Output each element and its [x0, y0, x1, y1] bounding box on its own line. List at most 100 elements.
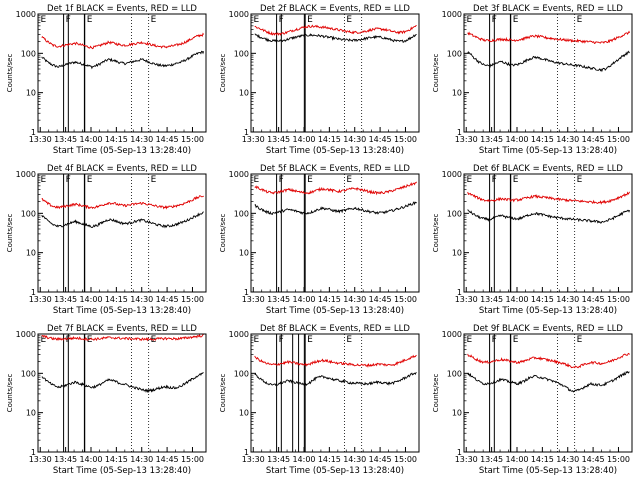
y-tick-label: 100	[447, 209, 462, 218]
x-tick-label: 14:00	[79, 455, 102, 464]
chart-title: Det 1f BLACK = Events, RED = LLD	[47, 4, 197, 14]
marker-letter: E	[151, 15, 157, 25]
lld-series-line	[254, 24, 417, 36]
marker-letter: F	[492, 15, 497, 25]
x-tick-label: 15:00	[181, 295, 204, 304]
marker-letter: F	[492, 335, 497, 345]
x-tick-label: 14:45	[582, 455, 605, 464]
x-tick-label: 14:30	[343, 455, 366, 464]
y-tick-label: 100	[21, 369, 36, 378]
x-tick-label: 13:30	[242, 455, 265, 464]
lld-series-line	[467, 191, 631, 205]
x-axis-label: Start Time (05-Sep-13 13:28:40)	[53, 146, 191, 156]
y-tick-label: 100	[234, 369, 249, 378]
marker-letter: F	[66, 175, 71, 185]
y-tick-label: 10	[239, 89, 249, 98]
events-series-line	[467, 209, 631, 224]
x-tick-label: 13:30	[242, 295, 265, 304]
x-tick-label: 15:00	[394, 135, 417, 144]
y-tick-label: 10	[26, 89, 36, 98]
y-axis-label: Counts/sec	[219, 54, 227, 93]
marker-letter: F	[492, 175, 497, 185]
plot-frame	[37, 173, 207, 293]
x-tick-label: 14:45	[156, 455, 179, 464]
marker-letter: E	[41, 175, 47, 185]
x-tick-label: 14:15	[531, 455, 554, 464]
x-tick-label: 14:45	[156, 295, 179, 304]
events-series-line	[41, 372, 204, 394]
marker-letter: E	[87, 175, 93, 185]
marker-letter: E	[513, 175, 519, 185]
plot-frame	[250, 13, 420, 133]
plot-frame	[37, 333, 207, 453]
lld-series-line	[41, 195, 204, 210]
marker-letter: E	[513, 15, 519, 25]
x-tick-label: 14:15	[105, 455, 128, 464]
chart-title: Det 6f BLACK = Events, RED = LLD	[473, 164, 623, 174]
marker-letter: E	[577, 15, 583, 25]
y-axis-label: Counts/sec	[219, 214, 227, 253]
detector-panel: Det 6f BLACK = Events, RED = LLD E F E E 1 10 1…	[426, 160, 639, 320]
y-tick-label: 1000	[16, 170, 36, 179]
marker-letter: E	[577, 335, 583, 345]
chart-title: Det 3f BLACK = Events, RED = LLD	[473, 4, 623, 14]
marker-letter: E	[577, 175, 583, 185]
x-tick-label: 14:30	[130, 135, 153, 144]
marker-letter: F	[279, 175, 284, 185]
marker-letter: F	[66, 335, 71, 345]
marker-letter: E	[467, 175, 473, 185]
x-tick-label: 15:00	[181, 455, 204, 464]
marker-letter: E	[87, 335, 93, 345]
y-tick-label: 1000	[442, 330, 462, 339]
marker-letter: E	[87, 15, 93, 25]
events-series-line	[254, 33, 417, 44]
plot-frame	[463, 333, 633, 453]
plot-frame	[250, 333, 420, 453]
x-tick-label: 13:45	[267, 295, 290, 304]
x-axis-label: Start Time (05-Sep-13 13:28:40)	[479, 146, 617, 156]
lld-series-line	[254, 354, 417, 368]
y-axis-label: Counts/sec	[6, 54, 14, 93]
x-axis-label: Start Time (05-Sep-13 13:28:40)	[479, 306, 617, 316]
marker-letter: E	[346, 175, 352, 185]
x-tick-label: 14:00	[292, 455, 315, 464]
x-tick-label: 14:30	[130, 295, 153, 304]
lld-series-line	[254, 181, 417, 196]
chart-title: Det 4f BLACK = Events, RED = LLD	[47, 164, 197, 174]
x-tick-label: 14:30	[343, 135, 366, 144]
detector-panel: Det 4f BLACK = Events, RED = LLD E F E E 1 10 1…	[0, 160, 213, 320]
x-tick-label: 14:30	[556, 455, 579, 464]
y-tick-label: 1000	[442, 10, 462, 19]
y-axis-label: Counts/sec	[6, 214, 14, 253]
x-tick-label: 15:00	[607, 295, 630, 304]
x-tick-label: 15:00	[607, 135, 630, 144]
y-tick-label: 1000	[229, 330, 249, 339]
x-tick-label: 14:45	[156, 135, 179, 144]
x-axis-label: Start Time (05-Sep-13 13:28:40)	[266, 306, 404, 316]
y-tick-label: 100	[21, 209, 36, 218]
x-tick-label: 14:00	[79, 135, 102, 144]
x-axis-label: Start Time (05-Sep-13 13:28:40)	[266, 146, 404, 156]
plot-frame	[250, 173, 420, 293]
detector-panel: Det 1f BLACK = Events, RED = LLD E F E E 1 10 1…	[0, 0, 213, 160]
x-tick-label: 13:30	[29, 295, 52, 304]
x-tick-label: 14:45	[582, 135, 605, 144]
x-tick-label: 14:00	[79, 295, 102, 304]
x-tick-label: 15:00	[181, 135, 204, 144]
y-tick-label: 1	[244, 288, 249, 297]
x-tick-label: 15:00	[394, 295, 417, 304]
events-series-line	[254, 201, 417, 216]
x-tick-label: 13:30	[455, 455, 478, 464]
x-tick-label: 14:00	[292, 295, 315, 304]
y-tick-label: 1000	[229, 10, 249, 19]
marker-letter: E	[467, 335, 473, 345]
x-axis-label: Start Time (05-Sep-13 13:28:40)	[479, 466, 617, 476]
x-tick-label: 13:45	[267, 135, 290, 144]
x-tick-label: 14:00	[505, 455, 528, 464]
marker-letter: E	[254, 335, 260, 345]
detector-panel: Det 3f BLACK = Events, RED = LLD E F E E 1 10 1…	[426, 0, 639, 160]
